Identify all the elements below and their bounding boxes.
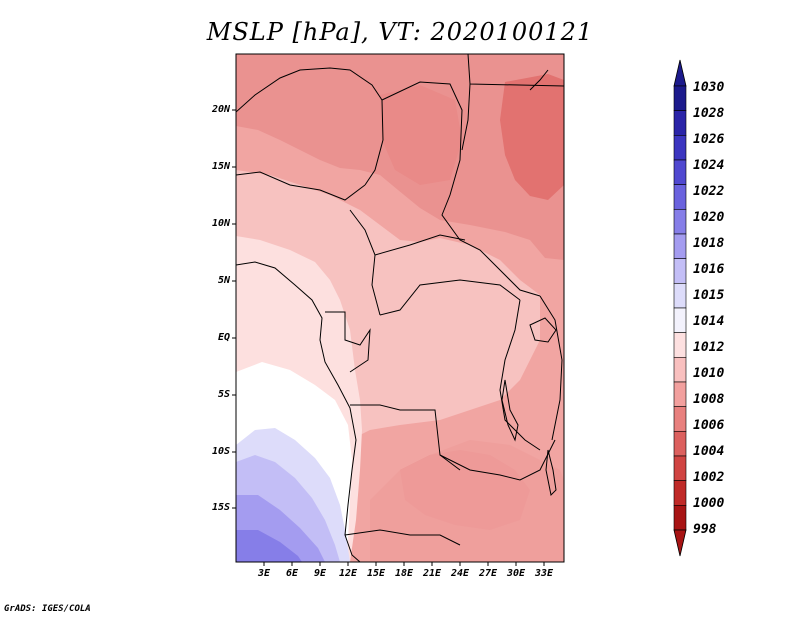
coastline-west (236, 261, 361, 562)
colorbar-box (673, 233, 687, 259)
colorbar-label: 1012 (693, 340, 725, 355)
colorbar-box (673, 431, 687, 457)
colorbar-box (673, 455, 687, 481)
lon-label: 21E (422, 568, 442, 579)
colorbar-box (673, 135, 687, 161)
lon-ticks (263, 562, 545, 566)
colorbar-box (673, 381, 687, 407)
border-north-1 (236, 67, 384, 186)
lon-label: 24E (450, 568, 470, 579)
lat-label: EQ (217, 332, 230, 343)
lat-ticks (232, 109, 236, 509)
colorbar-bottom-arrow (673, 529, 687, 557)
border-tanzania (539, 295, 563, 441)
colorbar-box (673, 110, 687, 136)
lat-label: 10N (211, 218, 230, 229)
colorbar-box (673, 406, 687, 432)
lake-tanganyika (501, 379, 519, 442)
border-car-south (374, 234, 466, 256)
colorbar-box (673, 307, 687, 333)
colorbar-label: 1026 (693, 132, 725, 147)
lat-label: 15S (211, 502, 230, 513)
colorbar-box (673, 258, 687, 284)
lat-label: 20N (211, 104, 230, 115)
lon-label: 18E (394, 568, 414, 579)
field-chad-min (380, 85, 462, 185)
colorbar-label: 1015 (693, 288, 725, 303)
lat-label: 10S (211, 446, 230, 457)
colorbar-label: 1028 (693, 106, 725, 121)
border-angola-south (344, 529, 461, 546)
colorbar-label: 1008 (693, 392, 725, 407)
lon-label: 12E (338, 568, 358, 579)
colorbar-top-arrow (673, 59, 687, 87)
colorbar-box (673, 480, 687, 506)
lat-label: 15N (211, 161, 230, 172)
colorbar-label: 1018 (693, 236, 725, 251)
lon-label: 15E (366, 568, 386, 579)
colorbar-box (673, 209, 687, 235)
colorbar-label: 1016 (693, 262, 725, 277)
colorbar-box (673, 159, 687, 185)
lake-victoria (529, 317, 557, 343)
lon-label: 3E (257, 568, 271, 579)
border-nigeria (236, 171, 366, 201)
border-drc-east (499, 299, 541, 451)
border-drc-north (379, 279, 521, 316)
border-sudan-inner (461, 83, 471, 151)
colorbar-label: 998 (693, 522, 717, 537)
lon-label: 30E (506, 568, 526, 579)
colorbar-label: 1000 (693, 496, 725, 511)
lon-label: 6E (285, 568, 299, 579)
grads-credit: GrADS: IGES/COLA (4, 604, 91, 614)
lake-malawi (545, 449, 557, 497)
colorbar-label: 1002 (693, 470, 725, 485)
lat-label: 5N (217, 275, 230, 286)
colorbar-box (673, 184, 687, 210)
colorbar-box (673, 85, 687, 111)
colorbar-label: 1030 (693, 80, 725, 95)
colorbar-boxes (673, 85, 687, 531)
colorbar-label: 1010 (693, 366, 725, 381)
border-chad-east (381, 81, 541, 297)
colorbar-label: 1024 (693, 158, 725, 173)
borders (236, 54, 564, 562)
colorbar-label: 1004 (693, 444, 725, 459)
lon-label: 27E (478, 568, 498, 579)
colorbar (673, 59, 687, 557)
colorbar-box (673, 283, 687, 309)
lat-label: 5S (217, 389, 230, 400)
border-ethiopia (529, 69, 549, 91)
border-zambia (439, 439, 556, 481)
map-title: MSLP [hPa], VT: 2020100121 (206, 18, 594, 46)
pressure-field (236, 54, 564, 562)
map-frame (235, 53, 565, 563)
colorbar-box (673, 505, 687, 531)
colorbar-box (673, 332, 687, 358)
border-angola-north (350, 404, 461, 471)
colorbar-label: 1006 (693, 418, 725, 433)
lon-label: 9E (313, 568, 327, 579)
field-south-mid (370, 440, 564, 562)
colorbar-label: 1014 (693, 314, 725, 329)
colorbar-label: 1020 (693, 210, 725, 225)
border-gabon-congo (325, 311, 371, 373)
colorbar-label: 1022 (693, 184, 725, 199)
lon-label: 33E (534, 568, 554, 579)
field-1020 (236, 530, 302, 562)
colorbar-box (673, 357, 687, 383)
field-northeast-min (500, 74, 564, 200)
